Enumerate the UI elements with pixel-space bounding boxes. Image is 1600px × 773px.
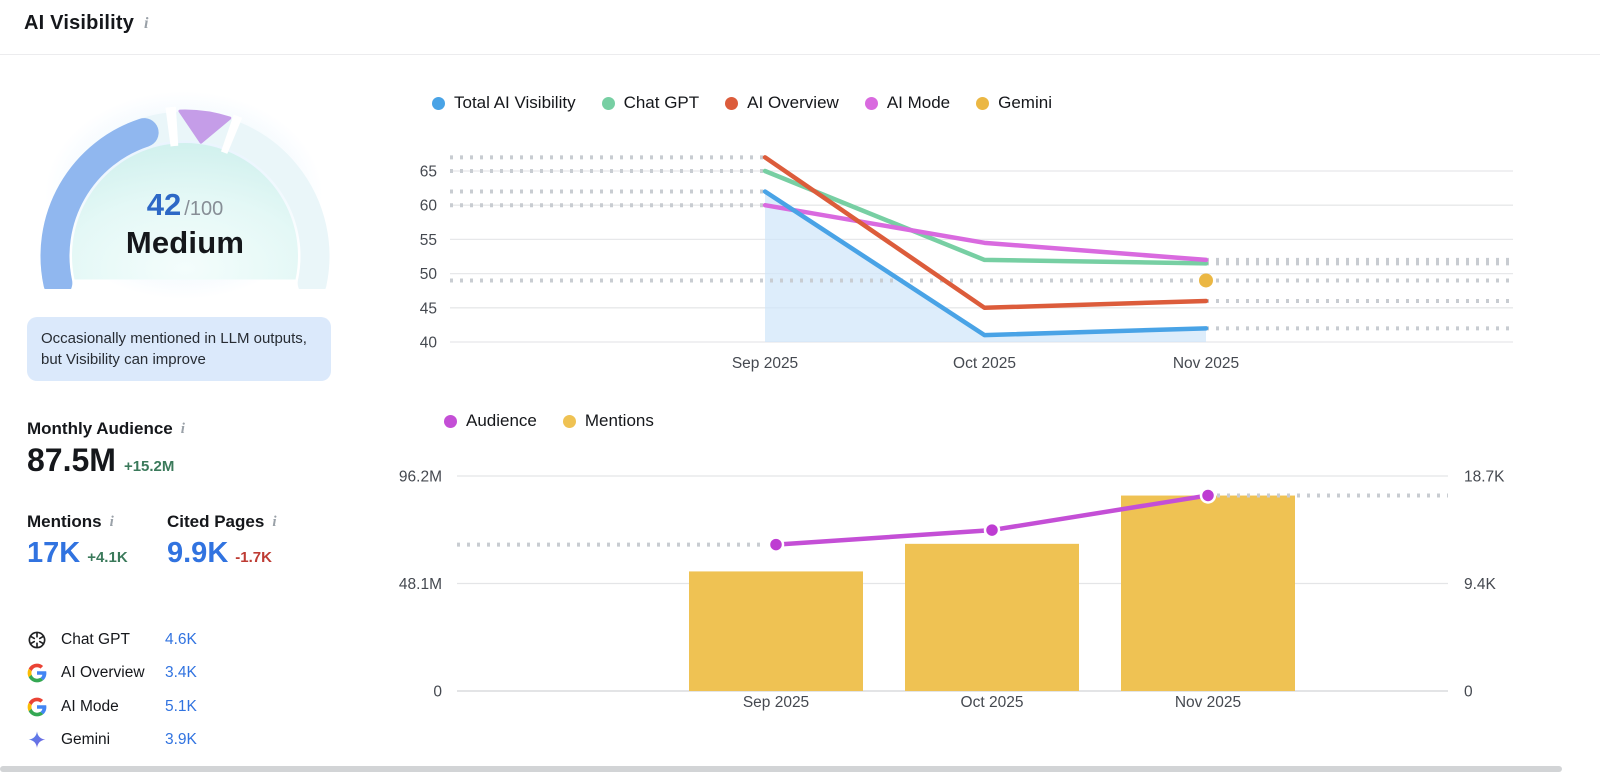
list-item: Gemini 3.9K xyxy=(27,724,257,758)
svg-text:96.2M: 96.2M xyxy=(399,469,442,486)
platform-value: 4.6K xyxy=(165,630,197,648)
legend-dot xyxy=(725,96,739,110)
svg-text:45: 45 xyxy=(420,300,437,317)
cited-pages-delta: -1.7K xyxy=(235,549,272,566)
svg-text:9.4K: 9.4K xyxy=(1464,576,1497,593)
platform-value: 3.4K xyxy=(165,664,197,682)
svg-text:0: 0 xyxy=(433,684,442,701)
platform-label: AI Mode xyxy=(61,697,119,715)
platform-label: Gemini xyxy=(61,731,111,749)
monthly-audience-label: Monthly Audience i xyxy=(27,419,185,438)
list-item: Chat GPT 4.6K xyxy=(27,623,257,657)
info-icon[interactable]: i xyxy=(180,420,185,437)
mentions-label: Mentions i xyxy=(27,512,114,531)
legend-dot xyxy=(444,414,457,428)
platform-label: AI Overview xyxy=(61,664,145,682)
visibility-score-gauge xyxy=(40,106,330,289)
audience-chart-legend: Audience Mentions xyxy=(444,411,654,431)
legend-item-chat-gpt[interactable]: Chat GPT xyxy=(601,93,699,113)
svg-text:Sep 2025: Sep 2025 xyxy=(732,355,798,372)
legend-dot xyxy=(562,414,576,428)
platform-value: 3.9K xyxy=(165,731,197,749)
cited-pages-label: Cited Pages i xyxy=(167,512,277,531)
svg-text:Nov 2025: Nov 2025 xyxy=(1173,355,1239,372)
svg-text:48.1M: 48.1M xyxy=(399,576,442,593)
score-block: 42/100 Medium xyxy=(85,189,285,258)
gemini-logo-icon xyxy=(27,730,47,750)
legend-item-total-ai-visibility[interactable]: Total AI Visibility xyxy=(432,93,576,113)
legend-dot xyxy=(864,96,878,110)
page-header: AI Visibility i xyxy=(24,12,149,35)
horizontal-scrollbar[interactable] xyxy=(0,766,1562,772)
legend-item-ai-overview[interactable]: AI Overview xyxy=(725,93,839,113)
list-item: AI Mode 5.1K xyxy=(27,690,257,724)
list-item: AI Overview 3.4K xyxy=(27,657,257,691)
score-max: /100 xyxy=(184,198,224,220)
svg-text:65: 65 xyxy=(420,164,437,181)
info-icon[interactable]: i xyxy=(272,513,277,530)
legend-item-gemini[interactable]: Gemini xyxy=(976,93,1052,113)
cited-pages-value: 9.9K -1.7K xyxy=(167,537,272,569)
chatgpt-logo-icon xyxy=(27,630,47,650)
legend-dot xyxy=(432,96,445,110)
svg-text:Oct 2025: Oct 2025 xyxy=(953,355,1016,372)
svg-text:18.7K: 18.7K xyxy=(1464,469,1505,486)
info-icon[interactable]: i xyxy=(144,14,149,32)
monthly-audience-value: 87.5M +15.2M xyxy=(27,442,175,478)
svg-text:60: 60 xyxy=(420,198,438,215)
platform-label: Chat GPT xyxy=(61,630,130,648)
legend-item-audience[interactable]: Audience xyxy=(444,411,537,431)
platform-breakdown-list: Chat GPT 4.6K AI Overview 3.4K AI Mode 5… xyxy=(27,623,257,757)
google-logo-icon xyxy=(27,663,47,683)
legend-dot xyxy=(601,96,615,110)
page-title: AI Visibility xyxy=(24,12,135,34)
legend-item-mentions[interactable]: Mentions xyxy=(562,411,654,431)
score-label: Medium xyxy=(125,225,245,260)
svg-text:50: 50 xyxy=(420,266,438,283)
svg-text:Sep 2025: Sep 2025 xyxy=(743,694,809,711)
svg-text:0: 0 xyxy=(1464,684,1473,701)
svg-text:Nov 2025: Nov 2025 xyxy=(1175,694,1241,711)
legend-item-ai-mode[interactable]: AI Mode xyxy=(864,93,950,113)
header-divider xyxy=(0,54,1600,55)
svg-text:Oct 2025: Oct 2025 xyxy=(961,694,1024,711)
platform-value: 5.1K xyxy=(165,697,197,715)
google-logo-icon xyxy=(27,697,47,717)
score-value: 42 xyxy=(146,187,182,222)
mentions-delta: +4.1K xyxy=(87,549,128,566)
monthly-audience-delta: +15.2M xyxy=(123,458,175,475)
legend-dot xyxy=(976,96,990,110)
info-icon[interactable]: i xyxy=(109,513,114,530)
visibility-chart-legend: Total AI Visibility Chat GPT AI Overview… xyxy=(432,93,1052,113)
svg-text:55: 55 xyxy=(420,232,437,249)
mentions-value: 17K +4.1K xyxy=(27,537,128,569)
score-description-card: Occasionally mentioned in LLM outputs, b… xyxy=(27,317,331,381)
svg-text:40: 40 xyxy=(420,335,438,352)
